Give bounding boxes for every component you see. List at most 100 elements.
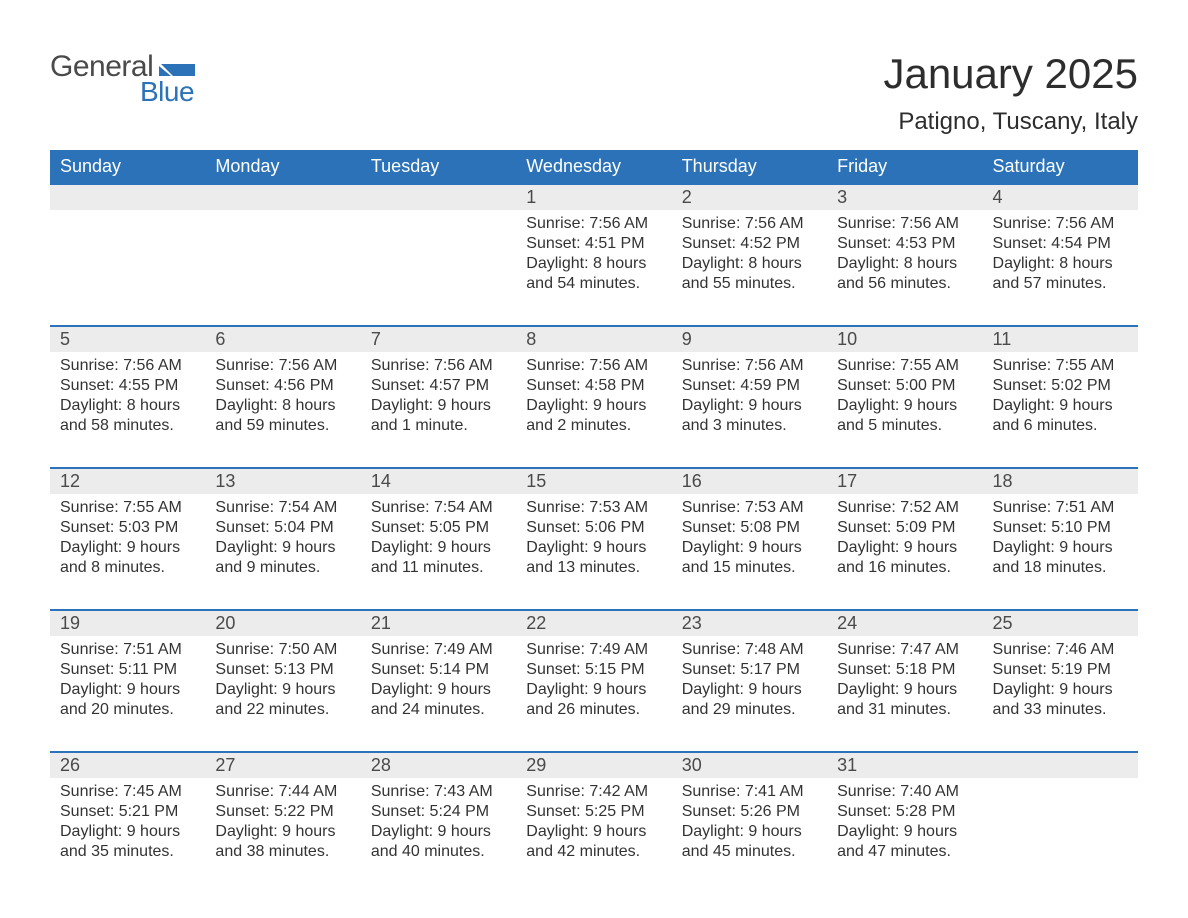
day-number xyxy=(983,751,1138,778)
calendar-day: 22Sunrise: 7:49 AMSunset: 5:15 PMDayligh… xyxy=(516,609,671,727)
calendar-day: 11 Sunrise: 7:55 AMSunset: 5:02 PMDayligh… xyxy=(983,325,1138,443)
daylight-text: Daylight: 9 hours and 6 minutes. xyxy=(993,396,1128,436)
day-number: 22 xyxy=(516,609,671,636)
week-separator xyxy=(50,585,1138,609)
sunset-text: Sunset: 5:06 PM xyxy=(526,518,661,538)
daylight-text: Daylight: 9 hours and 13 minutes. xyxy=(526,538,661,578)
day-body: Sunrise: 7:56 AMSunset: 4:56 PMDaylight:… xyxy=(205,352,360,436)
sunrise-text: Sunrise: 7:45 AM xyxy=(60,782,195,802)
sunrise-text: Sunrise: 7:48 AM xyxy=(682,640,817,660)
calendar-day: 9Sunrise: 7:56 AMSunset: 4:59 PMDaylight… xyxy=(672,325,827,443)
day-body: Sunrise: 7:56 AMSunset: 4:52 PMDaylight:… xyxy=(672,210,827,294)
daylight-text: Daylight: 9 hours and 45 minutes. xyxy=(682,822,817,862)
sunset-text: Sunset: 5:24 PM xyxy=(371,802,506,822)
sunset-text: Sunset: 4:57 PM xyxy=(371,376,506,396)
sunset-text: Sunset: 4:55 PM xyxy=(60,376,195,396)
sunset-text: Sunset: 4:54 PM xyxy=(993,234,1128,254)
day-number: 30 xyxy=(672,751,827,778)
sunset-text: Sunset: 5:19 PM xyxy=(993,660,1128,680)
sunrise-text: Sunrise: 7:51 AM xyxy=(60,640,195,660)
day-body: Sunrise: 7:52 AMSunset: 5:09 PMDaylight:… xyxy=(827,494,982,578)
sunrise-text: Sunrise: 7:49 AM xyxy=(526,640,661,660)
sunset-text: Sunset: 4:58 PM xyxy=(526,376,661,396)
sunrise-text: Sunrise: 7:55 AM xyxy=(993,356,1128,376)
day-body: Sunrise: 7:50 AMSunset: 5:13 PMDaylight:… xyxy=(205,636,360,720)
day-body: Sunrise: 7:40 AMSunset: 5:28 PMDaylight:… xyxy=(827,778,982,862)
day-body: Sunrise: 7:56 AMSunset: 4:53 PMDaylight:… xyxy=(827,210,982,294)
calendar-day: 31Sunrise: 7:40 AMSunset: 5:28 PMDayligh… xyxy=(827,751,982,869)
sunset-text: Sunset: 5:02 PM xyxy=(993,376,1128,396)
day-body: Sunrise: 7:55 AMSunset: 5:03 PMDaylight:… xyxy=(50,494,205,578)
sunrise-text: Sunrise: 7:56 AM xyxy=(682,214,817,234)
header: General Blue January 2025 Patigno, Tusca… xyxy=(50,50,1138,136)
calendar-day: 19Sunrise: 7:51 AMSunset: 5:11 PMDayligh… xyxy=(50,609,205,727)
calendar-day: 25Sunrise: 7:46 AMSunset: 5:19 PMDayligh… xyxy=(983,609,1138,727)
day-body: Sunrise: 7:43 AMSunset: 5:24 PMDaylight:… xyxy=(361,778,516,862)
calendar-day: 3Sunrise: 7:56 AMSunset: 4:53 PMDaylight… xyxy=(827,183,982,301)
daylight-text: Daylight: 9 hours and 31 minutes. xyxy=(837,680,972,720)
daylight-text: Daylight: 9 hours and 47 minutes. xyxy=(837,822,972,862)
daylight-text: Daylight: 9 hours and 1 minute. xyxy=(371,396,506,436)
day-number: 14 xyxy=(361,467,516,494)
sunrise-text: Sunrise: 7:40 AM xyxy=(837,782,972,802)
sunset-text: Sunset: 4:56 PM xyxy=(215,376,350,396)
calendar-week: 12Sunrise: 7:55 AMSunset: 5:03 PMDayligh… xyxy=(50,467,1138,585)
day-number: 4 xyxy=(983,183,1138,210)
sunset-text: Sunset: 5:21 PM xyxy=(60,802,195,822)
day-number: 21 xyxy=(361,609,516,636)
column-header: Friday xyxy=(827,150,982,183)
sunset-text: Sunset: 5:17 PM xyxy=(682,660,817,680)
sunset-text: Sunset: 4:53 PM xyxy=(837,234,972,254)
sunrise-text: Sunrise: 7:55 AM xyxy=(60,498,195,518)
day-number: 11 xyxy=(983,325,1138,352)
day-number: 2 xyxy=(672,183,827,210)
daylight-text: Daylight: 9 hours and 29 minutes. xyxy=(682,680,817,720)
sunset-text: Sunset: 5:11 PM xyxy=(60,660,195,680)
sunrise-text: Sunrise: 7:47 AM xyxy=(837,640,972,660)
calendar-day: 15Sunrise: 7:53 AMSunset: 5:06 PMDayligh… xyxy=(516,467,671,585)
sunset-text: Sunset: 5:28 PM xyxy=(837,802,972,822)
daylight-text: Daylight: 9 hours and 42 minutes. xyxy=(526,822,661,862)
week-separator xyxy=(50,727,1138,751)
day-body: Sunrise: 7:53 AMSunset: 5:06 PMDaylight:… xyxy=(516,494,671,578)
sunrise-text: Sunrise: 7:52 AM xyxy=(837,498,972,518)
day-number: 5 xyxy=(50,325,205,352)
day-body: Sunrise: 7:56 AMSunset: 4:55 PMDaylight:… xyxy=(50,352,205,436)
day-number: 19 xyxy=(50,609,205,636)
calendar-day: 13Sunrise: 7:54 AMSunset: 5:04 PMDayligh… xyxy=(205,467,360,585)
calendar-week: 1Sunrise: 7:56 AMSunset: 4:51 PMDaylight… xyxy=(50,183,1138,301)
day-number: 6 xyxy=(205,325,360,352)
calendar-header: SundayMondayTuesdayWednesdayThursdayFrid… xyxy=(50,150,1138,183)
sunset-text: Sunset: 5:25 PM xyxy=(526,802,661,822)
day-body: Sunrise: 7:56 AMSunset: 4:58 PMDaylight:… xyxy=(516,352,671,436)
calendar-day: 7Sunrise: 7:56 AMSunset: 4:57 PMDaylight… xyxy=(361,325,516,443)
location: Patigno, Tuscany, Italy xyxy=(883,108,1138,136)
day-body: Sunrise: 7:48 AMSunset: 5:17 PMDaylight:… xyxy=(672,636,827,720)
day-body: Sunrise: 7:51 AMSunset: 5:10 PMDaylight:… xyxy=(983,494,1138,578)
calendar-day: 1Sunrise: 7:56 AMSunset: 4:51 PMDaylight… xyxy=(516,183,671,301)
day-number: 9 xyxy=(672,325,827,352)
calendar-day: 23Sunrise: 7:48 AMSunset: 5:17 PMDayligh… xyxy=(672,609,827,727)
sunrise-text: Sunrise: 7:54 AM xyxy=(215,498,350,518)
calendar-body: 1Sunrise: 7:56 AMSunset: 4:51 PMDaylight… xyxy=(50,183,1138,869)
week-separator xyxy=(50,443,1138,467)
daylight-text: Daylight: 9 hours and 22 minutes. xyxy=(215,680,350,720)
sunrise-text: Sunrise: 7:53 AM xyxy=(526,498,661,518)
title-block: January 2025 Patigno, Tuscany, Italy xyxy=(883,50,1138,136)
sunrise-text: Sunrise: 7:56 AM xyxy=(526,214,661,234)
day-body: Sunrise: 7:53 AMSunset: 5:08 PMDaylight:… xyxy=(672,494,827,578)
sunrise-text: Sunrise: 7:46 AM xyxy=(993,640,1128,660)
daylight-text: Daylight: 9 hours and 40 minutes. xyxy=(371,822,506,862)
column-header: Tuesday xyxy=(361,150,516,183)
calendar-day: 8Sunrise: 7:56 AMSunset: 4:58 PMDaylight… xyxy=(516,325,671,443)
sunrise-text: Sunrise: 7:44 AM xyxy=(215,782,350,802)
day-number: 28 xyxy=(361,751,516,778)
daylight-text: Daylight: 8 hours and 56 minutes. xyxy=(837,254,972,294)
calendar-day: 30Sunrise: 7:41 AMSunset: 5:26 PMDayligh… xyxy=(672,751,827,869)
calendar-week: 26 Sunrise: 7:45 AMSunset: 5:21 PM Dayligh… xyxy=(50,751,1138,869)
calendar-day: 26Sunrise: 7:45 AMSunset: 5:21 PMDayligh… xyxy=(50,751,205,869)
daylight-text: Daylight: 8 hours and 57 minutes. xyxy=(993,254,1128,294)
day-number: 26 xyxy=(50,751,205,778)
day-body: Sunrise: 7:56 AMSunset: 4:54 PMDaylight:… xyxy=(983,210,1138,294)
calendar-day: 27Sunrise: 7:44 AMSunset: 5:22 PMDayligh… xyxy=(205,751,360,869)
